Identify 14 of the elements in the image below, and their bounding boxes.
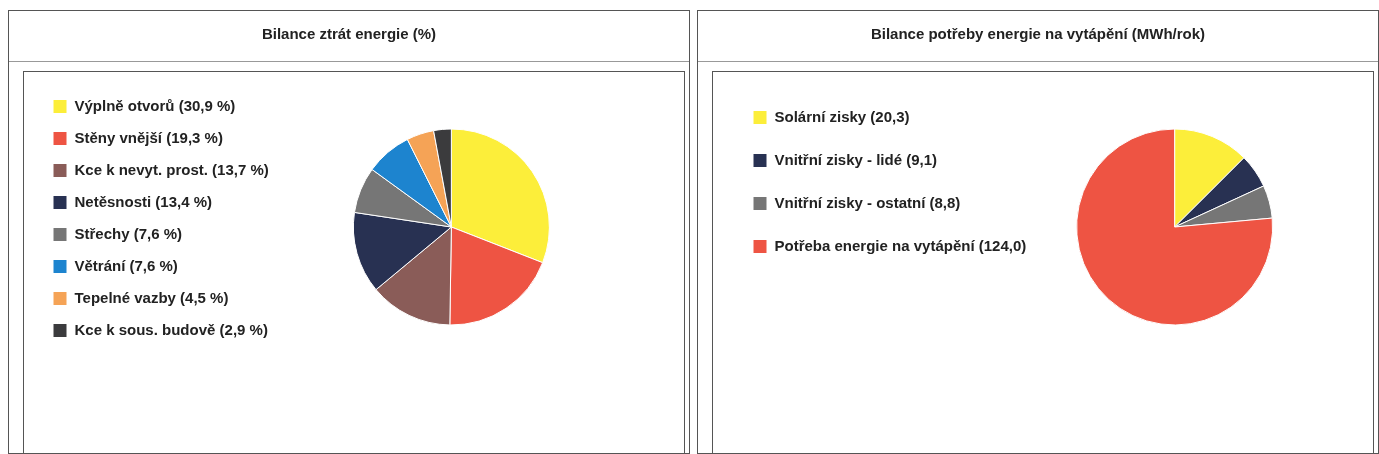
legend-label: Stěny vnější (19,3 %) xyxy=(74,128,223,146)
legend-label: Větrání (7,6 %) xyxy=(74,256,178,274)
legend-label: Vnitřní zisky - lidé (9,1) xyxy=(774,150,938,168)
chart-title: Bilance ztrát energie (%) xyxy=(9,11,689,62)
legend-label: Střechy (7,6 %) xyxy=(74,224,183,242)
legend-label: Solární zisky (20,3) xyxy=(774,107,910,125)
legend-label: Kce k sous. budově (2,9 %) xyxy=(74,320,268,338)
legend-label: Tepelné vazby (4,5 %) xyxy=(74,288,229,306)
legend-label: Výplně otvorů (30,9 %) xyxy=(74,96,236,114)
legend-label: Kce k nevyt. prost. (13,7 %) xyxy=(74,160,269,178)
legend-label: Netěsnosti (13,4 %) xyxy=(74,192,213,210)
legend-label: Potřeba energie na vytápění (124,0) xyxy=(774,236,1027,254)
legend-label: Vnitřní zisky - ostatní (8,8) xyxy=(774,193,961,211)
chart-title: Bilance potřeby energie na vytápění (MWh/rok) xyxy=(698,11,1378,62)
